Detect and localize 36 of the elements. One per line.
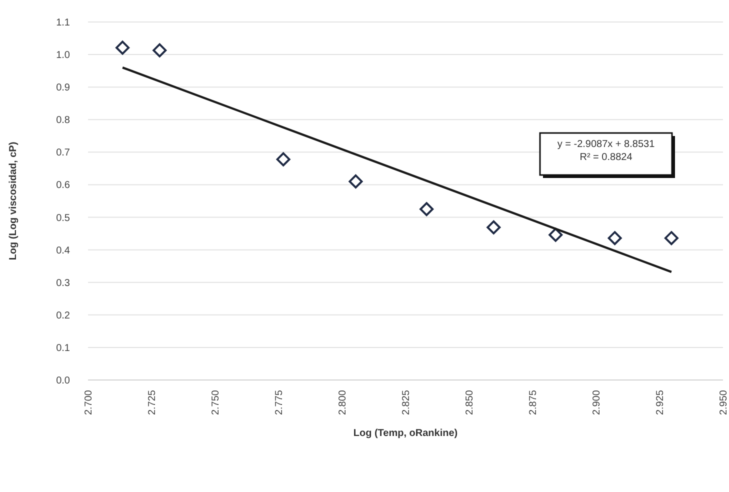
- point: [486, 220, 501, 234]
- point: [608, 231, 622, 246]
- point: [152, 43, 167, 58]
- x-tick-label: 2.900: [592, 390, 602, 416]
- y-tick-label: 0.5: [56, 212, 70, 224]
- x-tick-label: 2.725: [147, 390, 158, 416]
- y-tick-label: 1.1: [56, 18, 70, 28]
- point: [664, 231, 678, 246]
- equation-box: y = -2.9087x + 8.8531 R² = 0.8824: [539, 132, 675, 178]
- annotation: y = -2.9087x + 8.8531 R² = 0.8824: [557, 139, 656, 163]
- y-tick-label: 0.8: [56, 115, 70, 126]
- x-tick-label: 2.750: [210, 390, 222, 416]
- y-tick-label: 1.0: [56, 50, 70, 62]
- x-tick-label: 2.700: [84, 390, 94, 416]
- x-tick-label: 2.800: [338, 390, 348, 416]
- x-tick-label: 2.875: [528, 390, 539, 416]
- y-tick-label: 0.6: [56, 180, 70, 192]
- point: [276, 152, 290, 166]
- x-tick-label: 2.775: [274, 390, 285, 416]
- y-axis-title: Log (Log viscosidad, cP): [8, 142, 19, 260]
- x-axis-title: Log (Temp, oRankine): [353, 428, 458, 439]
- point: [348, 174, 363, 188]
- y-tick-label: 0.9: [56, 82, 70, 94]
- y-tick-label: 0.3: [56, 278, 70, 289]
- x-tick-label: 2.950: [718, 390, 729, 416]
- x-tick-label: 2.825: [401, 390, 412, 416]
- y-tick-label: 0.4: [56, 245, 70, 256]
- y-tick-label: 0.2: [56, 310, 70, 322]
- point: [548, 228, 563, 242]
- point: [420, 202, 434, 216]
- x-tick-label: 2.850: [464, 390, 476, 416]
- y-tick-label: 0.0: [56, 376, 70, 386]
- y-tick-label: 0.1: [56, 342, 70, 354]
- point: [116, 40, 130, 55]
- x-tick-label: 2.925: [655, 390, 666, 416]
- y-tick-label: 0.7: [56, 148, 70, 159]
